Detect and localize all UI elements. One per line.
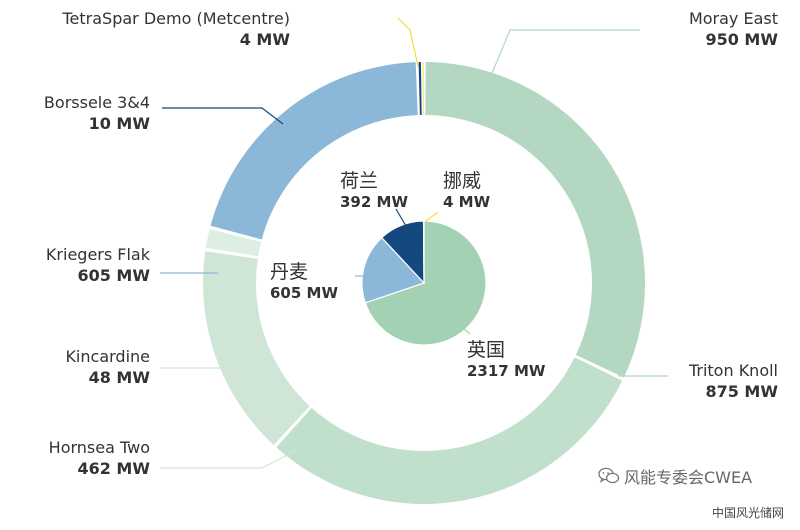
inner-leader-3: [424, 211, 439, 223]
leader-hornsea-two: [160, 450, 296, 469]
inner-label-value-0: 2317 MW: [467, 362, 546, 380]
outer-segment-hornsea-two: [203, 251, 310, 445]
inner-leader-0: [447, 314, 471, 335]
inner-label-value-3: 4 MW: [443, 193, 491, 211]
inner-label-name-1: 丹麦: [270, 261, 308, 283]
inner-slice-1: [361, 236, 426, 304]
leader-borssele-3-4: [162, 107, 284, 125]
watermark-account: 风能专委会CWEA: [598, 464, 752, 488]
inner-label-name-0: 英国: [467, 339, 505, 361]
inner-slice-0: [364, 220, 487, 346]
label-name-kriegers-flak: Kriegers Flak: [46, 245, 151, 264]
outer-segment-borssele-3-4: [418, 62, 422, 116]
label-name-borssele-3-4: Borssele 3&4: [44, 93, 150, 112]
label-name-moray-east: Moray East: [689, 9, 778, 28]
leader-tetraspar-demo-metcentre: [397, 17, 419, 67]
outer-segment-moray-east: [425, 62, 646, 378]
outer-segment-tetraspar-demo-metcentre: [422, 62, 424, 116]
watermark-account-text: 风能专委会CWEA: [624, 468, 753, 487]
leader-lines: [160, 17, 668, 469]
label-name-triton-knoll: Triton Knoll: [688, 361, 778, 380]
label-name-kincardine: Kincardine: [65, 347, 150, 366]
outer-segment-kriegers-flak: [210, 62, 418, 240]
leader-moray-east: [489, 29, 640, 79]
outer-segment-kincardine: [205, 229, 262, 257]
inner-label-value-1: 605 MW: [270, 284, 338, 302]
label-value-kriegers-flak: 605 MW: [77, 266, 150, 285]
outer-segment-triton-knoll: [276, 357, 623, 504]
outer-ring: [203, 62, 646, 504]
inner-label-value-2: 392 MW: [340, 193, 408, 211]
watermark-site: 中国风光储网: [712, 506, 785, 520]
label-value-hornsea-two: 462 MW: [77, 459, 150, 478]
label-value-kincardine: 48 MW: [89, 368, 151, 387]
label-value-borssele-3-4: 10 MW: [89, 114, 151, 133]
segment-labels: Moray East 950 MW Triton Knoll 875 MW Hornse…: [44, 9, 778, 478]
inner-label-name-3: 挪威: [443, 170, 481, 192]
label-value-moray-east: 950 MW: [705, 30, 778, 49]
label-value-tetraspar-demo-metcentre: 4 MW: [240, 30, 291, 49]
inner-label-name-2: 荷兰: [340, 170, 378, 192]
wechat-icon: [598, 467, 620, 484]
inner-pie: [361, 220, 487, 346]
label-value-triton-knoll: 875 MW: [705, 382, 778, 401]
inner-leader-2: [395, 208, 407, 227]
label-name-hornsea-two: Hornsea Two: [49, 438, 150, 457]
label-name-tetraspar-demo-metcentre: TetraSpar Demo (Metcentre): [62, 9, 291, 28]
